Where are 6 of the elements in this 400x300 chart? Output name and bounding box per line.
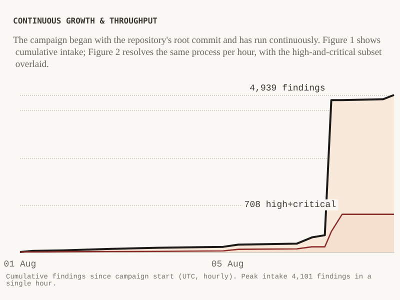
chart-subtitle: The campaign began with the repository's root commit and has run continuously. Figure 1 shows cumulative intake; Figure 2 resolves the same process per hour, with the high-and-critical subset overlaid. bbox=[13, 36, 382, 70]
annotation: 4,939 findings bbox=[250, 84, 326, 94]
chart-title: CONTINUOUS GROWTH & THROUGHPUT bbox=[13, 16, 158, 26]
x-tick-label: 05 Aug bbox=[211, 260, 244, 270]
x-tick-label: 01 Aug bbox=[4, 260, 36, 270]
annotation: 708 high+critical bbox=[244, 200, 336, 210]
